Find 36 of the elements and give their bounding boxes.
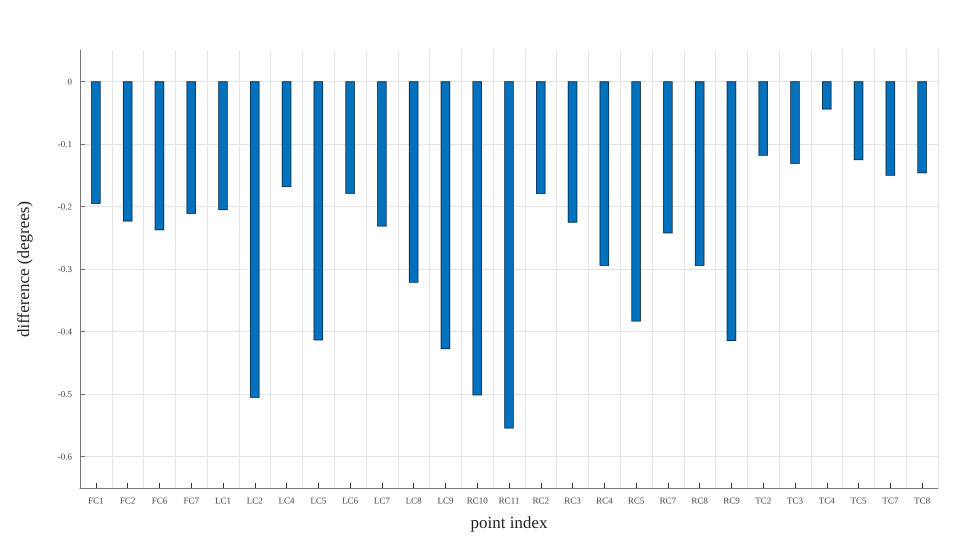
x-tick-label: FC7: [183, 496, 200, 506]
y-tick-label: -0.1: [58, 138, 72, 149]
y-tick-label: 0: [68, 76, 72, 86]
x-tick-label: LC6: [342, 496, 359, 506]
x-tick-label: FC1: [88, 496, 104, 506]
x-tick-label: RC11: [498, 496, 520, 506]
x-axis-title: point index: [470, 513, 548, 532]
x-tick-label: RC4: [596, 496, 614, 506]
x-tick-label: LC9: [437, 496, 454, 506]
x-tick-label: RC2: [532, 496, 550, 506]
x-tick-label: RC8: [691, 496, 708, 506]
x-tick-label: LC2: [246, 496, 263, 506]
y-tick-label: -0.3: [58, 264, 72, 274]
x-tick-label: TC5: [850, 496, 868, 506]
y-tick-label: -0.4: [58, 326, 72, 337]
x-tick-label: LC5: [310, 496, 327, 506]
x-tick-label: LC1: [214, 496, 232, 506]
x-tick-label: RC9: [723, 496, 740, 506]
x-tick-label: FC6: [152, 496, 168, 506]
x-tick-label: TC2: [755, 496, 772, 506]
y-tick-label: -0.5: [58, 389, 72, 400]
x-tick-label: TC7: [882, 496, 899, 506]
x-tick-label: RC10: [466, 496, 488, 506]
x-tick-label: TC8: [914, 496, 931, 506]
y-tick-label: -0.6: [58, 452, 72, 462]
y-axis-title: difference (degrees): [14, 200, 33, 338]
x-tick-label: FC2: [120, 496, 136, 506]
x-tick-label: TC3: [786, 496, 804, 506]
x-tick-label: RC3: [564, 496, 582, 506]
x-tick-label: RC5: [628, 496, 645, 506]
y-tick-label: -0.2: [58, 201, 72, 212]
x-tick-label: LC8: [406, 496, 422, 506]
x-tick-label: LC4: [278, 496, 296, 506]
x-tick-label: LC7: [374, 496, 390, 506]
x-tick-label: TC4: [818, 496, 836, 506]
x-tick-label: RC7: [660, 496, 677, 506]
